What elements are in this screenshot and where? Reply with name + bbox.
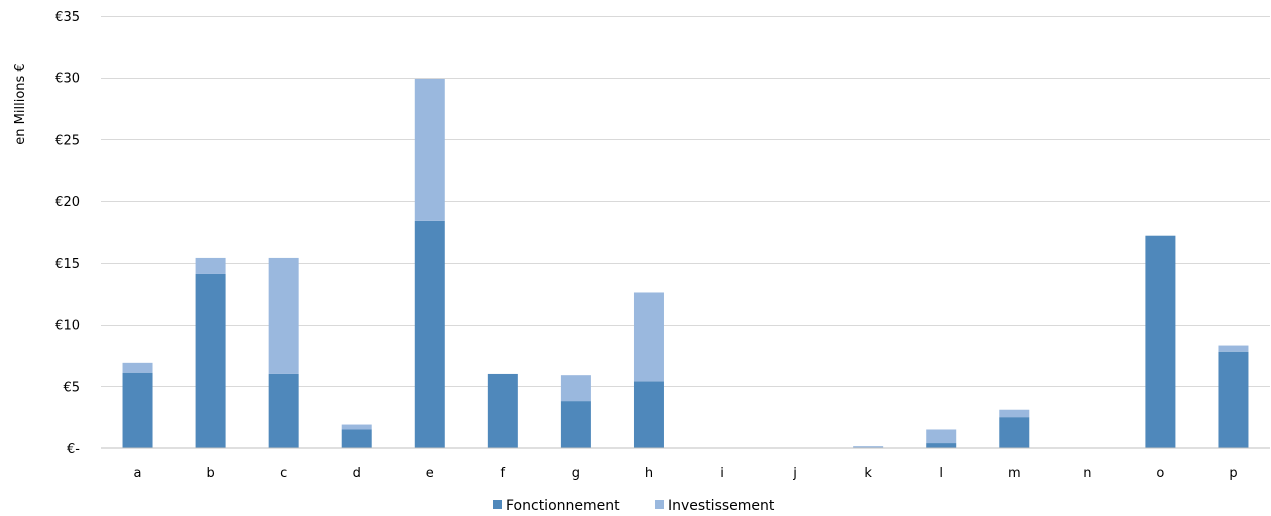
bar-investissement-l [926,429,957,444]
bar-investissement-e [414,78,445,221]
x-tick-label: n [1083,466,1091,481]
y-tick-label: €- [67,442,80,457]
legend: Fonctionnement Investissement [493,498,775,514]
bar-investissement-d [341,424,372,430]
x-tick-label: o [1156,466,1164,481]
y-tick-label: €30 [55,72,80,87]
bar-fonctionnement-f [487,373,518,448]
legend-swatch-fonctionnement [493,500,502,509]
x-tick-label: g [572,466,580,481]
x-tick-label: f [501,466,506,481]
bar-fonctionnement-o [1145,235,1176,448]
bar-investissement-a [122,362,153,373]
x-tick-label: c [280,466,287,481]
bar-investissement-k [853,446,884,448]
x-tick-label: j [792,466,797,481]
bar-fonctionnement-d [341,429,372,448]
x-tick-label: i [720,466,724,481]
legend-swatch-investissement [655,500,664,509]
x-tick-label: d [353,466,361,481]
y-axis-title: en Millions € [13,63,28,144]
x-tick-label: k [864,466,872,481]
bar-fonctionnement-c [268,373,299,448]
bar-fonctionnement-b [195,273,226,448]
x-tick-label: b [206,466,214,481]
bar-fonctionnement-g [560,401,591,448]
bar-fonctionnement-p [1218,351,1249,448]
x-tick-label: a [134,466,142,481]
bar-fonctionnement-l [926,443,957,448]
legend-label-investissement: Investissement [668,498,775,514]
legend-label-fonctionnement: Fonctionnement [506,498,620,514]
bar-investissement-c [268,257,299,374]
y-tick-label: €20 [55,195,80,210]
y-tick-label: €35 [55,10,80,25]
x-tick-label: p [1229,466,1237,481]
y-tick-label: €15 [55,257,80,272]
x-tick-label: l [939,466,943,481]
bars [122,78,1249,448]
bar-investissement-b [195,257,226,274]
y-tick-label: €5 [63,380,80,395]
bar-fonctionnement-a [122,372,153,448]
x-axis-tick-labels: a b c d e f g h i j k l m n o p [134,466,1238,481]
x-tick-label: e [426,466,434,481]
bar-investissement-p [1218,345,1249,352]
y-tick-label: €10 [55,319,80,334]
bar-investissement-m [999,409,1030,418]
bar-investissement-h [633,292,664,382]
bar-investissement-g [560,375,591,402]
x-tick-label: h [645,466,653,481]
bar-fonctionnement-m [999,417,1030,448]
bar-fonctionnement-e [414,220,445,448]
y-axis-tick-labels: €- €5 €10 €15 €20 €25 €30 €35 [55,10,80,457]
y-tick-label: €25 [55,133,80,148]
x-tick-label: m [1008,466,1021,481]
bar-fonctionnement-h [633,381,664,448]
